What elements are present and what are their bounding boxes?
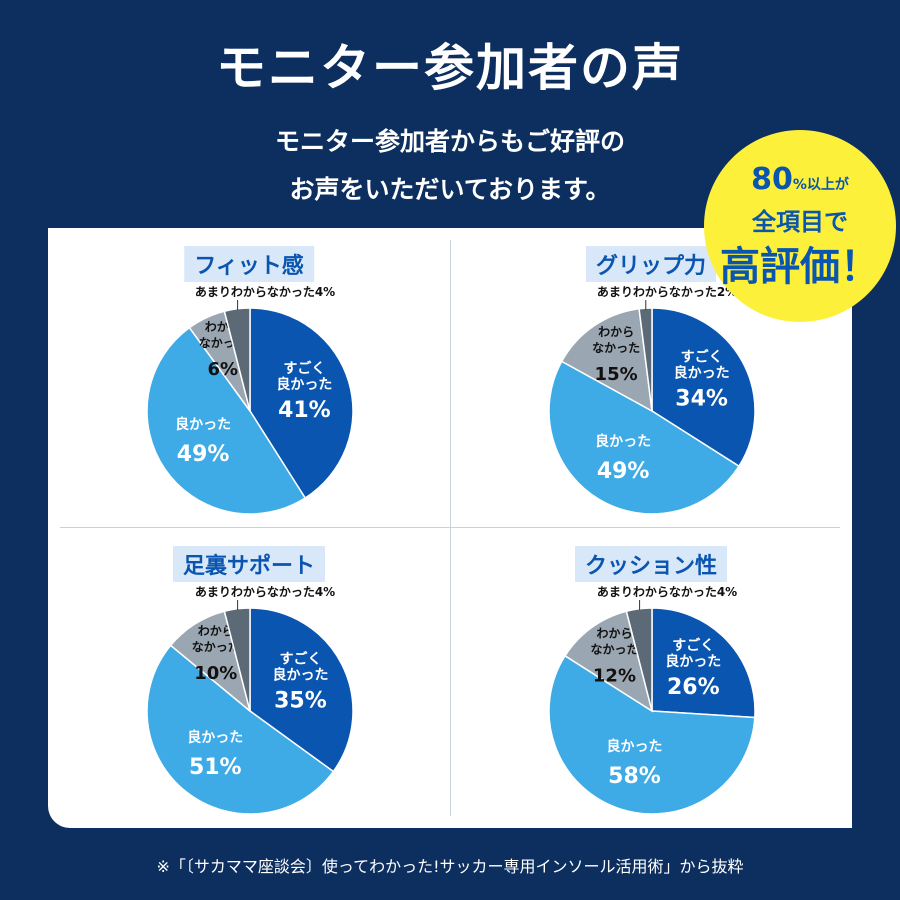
chart-title: 足裏サポート [172,546,326,582]
pie-chart: グリップ力 すごく 良かった 34% 良かった 49% わから なかった 15% あまりわからなか… [450,228,852,528]
slice-label: 良かった [175,416,231,433]
pie-slice [146,644,335,815]
chart-title: フィット感 [184,246,314,282]
badge-number: 80 [751,162,793,197]
footnote: ※「〔サカママ座談会〕使ってわかった!サッカー専用インソール活用術」から抜粋 [156,857,744,876]
slice-label: 良かった [187,729,243,746]
slice-value: 15% [595,364,638,385]
pie-slice [548,654,756,815]
slice-label: 良かった [606,738,662,755]
slice-label: あまりわからなかった4% [597,585,737,599]
pie-slice [223,607,251,712]
pie-slice [563,610,654,713]
pie-chart: フィット感 すごく 良かった 41% 良かった 49% わから なかった 6% あまりわからなかっ… [48,228,450,528]
slice-label: 良かった [595,433,651,450]
subtitle: モニター参加者からもご好評の お声をいただいております。 [0,118,900,214]
slice-value: 12% [593,665,636,686]
pie-slice [146,326,307,515]
slice-value: 49% [177,442,230,467]
slice-label: わから [598,325,634,339]
slice-label: すごく [279,650,321,667]
slice-label: なかった [192,640,240,654]
slice-label: すごく [672,637,714,654]
chart-title: クッション性 [574,546,728,582]
slice-label: あまりわからなかった2% [597,285,737,299]
slice-label: あまりわからなかった4% [195,285,335,299]
page-title: モニター参加者の声 [216,39,684,97]
slice-label: わから [198,624,234,638]
pie-chart: 足裏サポート すごく 良かった 35% 良かった 51% わから なかった 10% あまりわからな… [48,528,450,828]
highlight-badge: 80%以上が 全項目で 高評価！ [704,130,896,322]
slice-label: なかった [590,642,638,656]
slice-value: 58% [608,764,661,789]
pie-chart: クッション性 すごく 良かった 26% 良かった 58% わから なかった 12% あまりわからな… [450,528,852,828]
slice-value: 10% [194,663,237,684]
slice-label: なかった [592,341,640,355]
slice-value: 41% [278,398,331,423]
chart-title: グリップ力 [585,246,717,282]
slice-label: すごく [283,360,325,377]
slice-label: 良かった [674,365,730,382]
slice-value: 35% [274,688,327,713]
badge-percent: % [792,177,807,193]
pie-slice [223,307,251,412]
slice-value: 26% [667,675,720,700]
slice-label: 良かった [665,653,721,670]
subtitle-line: お声をいただいております。 [289,175,611,204]
slice-value: 51% [189,755,242,780]
slice-label: 良かった [272,666,328,683]
slice-label: 良かった [276,376,332,393]
slice-value: 6% [208,359,239,380]
pie-slice [249,607,354,773]
slice-label: わから [596,626,632,640]
pie-slice [651,607,756,719]
slice-value: 49% [597,459,650,484]
badge-small: 以上が [806,177,849,193]
pie-slice [548,360,741,515]
divider [450,240,451,816]
subtitle-line: モニター参加者からもご好評の [274,127,625,156]
pie-slice [625,607,653,712]
badge-line3: 高評価！ [720,244,880,290]
slice-label: すごく [681,349,723,366]
badge-line2: 全項目で [752,208,848,236]
divider [60,527,840,528]
charts-panel: フィット感 すごく 良かった 41% 良かった 49% わから なかった 6% あまりわからなかっ… [48,228,852,828]
slice-label: あまりわからなかった4% [195,585,335,599]
slice-value: 34% [675,387,728,412]
pie-slice [560,307,653,413]
